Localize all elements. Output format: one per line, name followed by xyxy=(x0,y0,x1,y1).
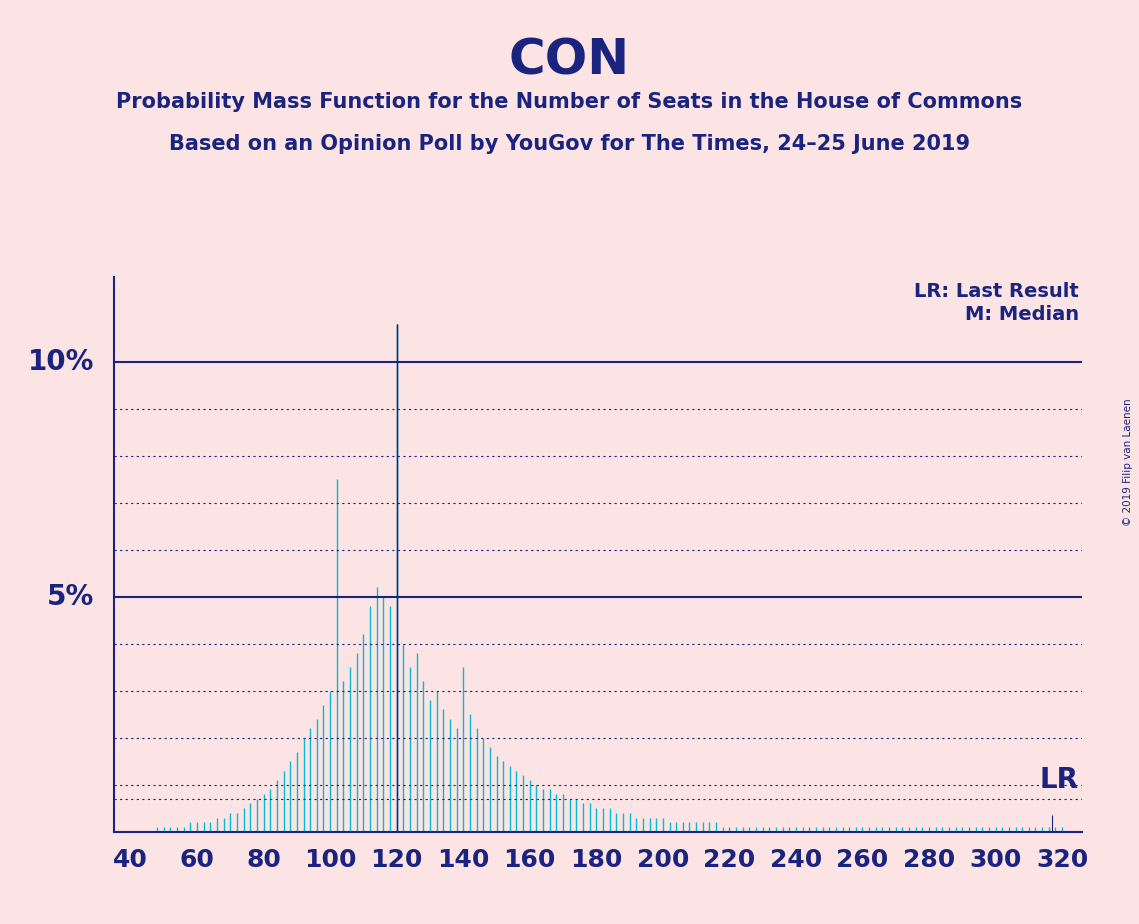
Text: 10%: 10% xyxy=(28,347,95,376)
Text: LR: LR xyxy=(1040,766,1079,794)
Text: LR: Last Result: LR: Last Result xyxy=(913,282,1079,301)
Text: Probability Mass Function for the Number of Seats in the House of Commons: Probability Mass Function for the Number… xyxy=(116,92,1023,113)
Text: Based on an Opinion Poll by YouGov for The Times, 24–25 June 2019: Based on an Opinion Poll by YouGov for T… xyxy=(169,134,970,154)
Text: © 2019 Filip van Laenen: © 2019 Filip van Laenen xyxy=(1123,398,1133,526)
Text: CON: CON xyxy=(509,37,630,85)
Text: 5%: 5% xyxy=(48,583,95,611)
Text: M: Median: M: Median xyxy=(965,305,1079,324)
